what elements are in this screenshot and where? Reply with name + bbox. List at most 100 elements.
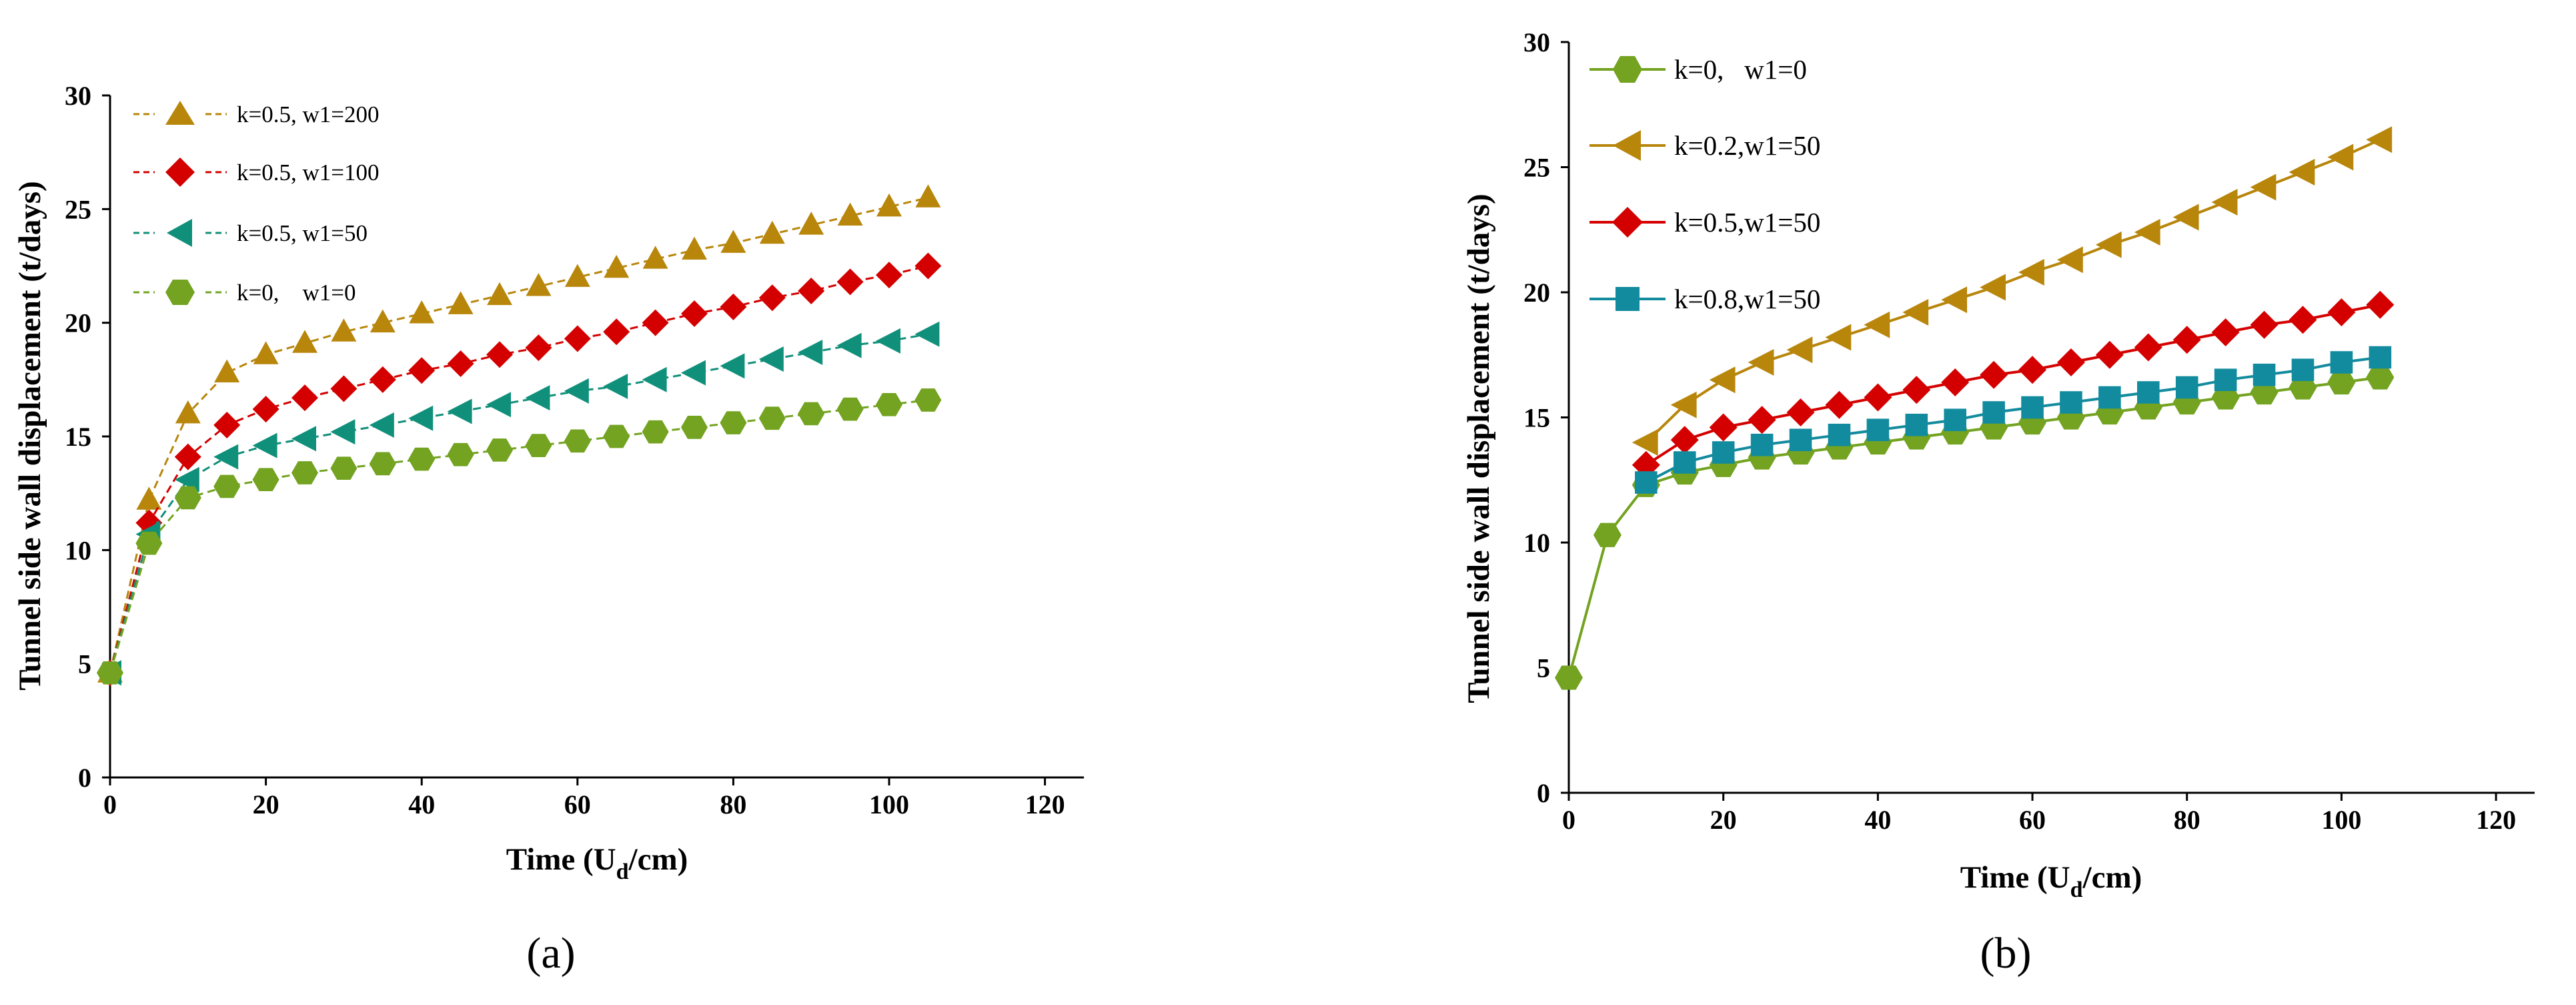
x-tick-label: 40 [1864, 805, 1891, 835]
data-point [2021, 396, 2044, 419]
data-point [2018, 259, 2044, 286]
legend-a-triangle-marker [165, 101, 195, 125]
data-point [2060, 391, 2082, 414]
data-point [2289, 306, 2317, 334]
data-point [564, 378, 589, 404]
x-tick-label: 0 [1562, 805, 1575, 835]
data-point [682, 236, 707, 260]
data-point [564, 325, 591, 352]
x-tick-label: 60 [2019, 805, 2046, 835]
data-point [642, 420, 669, 444]
data-point [1825, 390, 1854, 419]
x-tick-label: 40 [408, 789, 435, 819]
series-line [109, 333, 928, 673]
data-point [447, 398, 472, 424]
data-point [1786, 398, 1815, 426]
data-point [174, 486, 201, 510]
data-point [2098, 386, 2121, 409]
chart-a-legend: k=0.5, w1=200 k=0.5, w1=100 k=0.5, w1=50… [133, 101, 380, 306]
series-2 [1632, 290, 2395, 479]
data-point [2369, 346, 2392, 369]
data-point [486, 392, 511, 418]
data-point [291, 384, 318, 412]
y-tick-label: 25 [65, 194, 91, 224]
data-point [603, 424, 630, 448]
data-point [213, 411, 241, 438]
y-tick-label: 20 [1523, 278, 1550, 308]
chart-a-x-ticks: 0 20 40 60 80 100 120 [103, 777, 1065, 819]
data-point [1828, 423, 1851, 446]
data-point [2211, 189, 2238, 216]
data-point [1555, 665, 1583, 690]
data-point [758, 406, 786, 430]
data-point [720, 230, 746, 253]
data-point [2211, 385, 2240, 410]
data-point [2056, 246, 2083, 274]
x-tick-label: 80 [2174, 805, 2200, 835]
series-3 [97, 388, 942, 685]
data-point [681, 300, 708, 328]
data-point [876, 392, 902, 416]
data-point [1902, 299, 1929, 326]
data-point [2252, 363, 2276, 386]
data-point [2366, 290, 2395, 319]
data-point [2366, 126, 2393, 153]
data-point [1902, 376, 1931, 404]
legend-b-label-3: k=0.8,w1=50 [1674, 284, 1820, 314]
data-point [213, 444, 239, 470]
data-point [487, 282, 512, 306]
data-point [1825, 324, 1852, 351]
data-point [2018, 356, 2047, 384]
legend-a-diamond-marker [165, 157, 195, 187]
chart-a-x-axis-label: Time (Ud/cm) [506, 842, 688, 884]
data-point [369, 366, 396, 393]
data-point [1786, 336, 1813, 364]
data-point [408, 405, 434, 431]
y-tick-label: 15 [1523, 403, 1550, 433]
data-point [2330, 351, 2353, 374]
y-tick-label: 30 [65, 81, 91, 111]
legend-a-label-2: k=0.5, w1=50 [237, 220, 368, 246]
data-point [564, 264, 590, 287]
chart-b-y-ticks: 0 5 10 15 20 25 30 [1523, 27, 1569, 808]
legend-a-label-1: k=0.5, w1=100 [237, 159, 380, 186]
data-point [1864, 311, 1890, 338]
legend-a-item-0: k=0.5, w1=200 [133, 101, 380, 127]
data-point [642, 246, 668, 269]
data-point [369, 412, 394, 438]
data-point [330, 375, 358, 402]
data-point [1864, 383, 1892, 412]
data-point [876, 328, 900, 354]
legend-b-item-2: k=0.5,w1=50 [1589, 207, 1820, 238]
data-point [837, 202, 863, 226]
chart-b-x-ticks: 0 20 40 60 80 100 120 [1562, 793, 2516, 835]
data-point [2289, 375, 2317, 400]
x-tick-label: 60 [564, 789, 591, 819]
data-point [720, 411, 747, 434]
data-point [525, 434, 552, 457]
y-tick-label: 5 [78, 649, 91, 679]
series-line [109, 196, 928, 673]
data-point [1750, 433, 1774, 456]
data-point [798, 277, 825, 304]
data-point [1982, 401, 2005, 424]
data-point [135, 531, 163, 555]
data-point [876, 193, 902, 217]
legend-b-item-1: k=0.2,w1=50 [1589, 130, 1820, 161]
series-1 [1632, 126, 2393, 456]
data-point [291, 426, 316, 452]
y-tick-label: 5 [1537, 653, 1550, 683]
data-point [253, 341, 279, 364]
x-tick-label: 20 [253, 789, 279, 819]
data-point [2137, 381, 2160, 404]
data-point [720, 293, 747, 320]
x-tick-label: 80 [720, 789, 746, 819]
data-point [252, 396, 279, 423]
data-point [408, 447, 436, 471]
series-line [1567, 376, 2381, 679]
chart-a-axes [109, 95, 1084, 779]
data-point [292, 330, 317, 353]
data-point [603, 374, 628, 400]
data-point [409, 300, 435, 324]
legend-b-diamond-marker [1612, 207, 1643, 238]
